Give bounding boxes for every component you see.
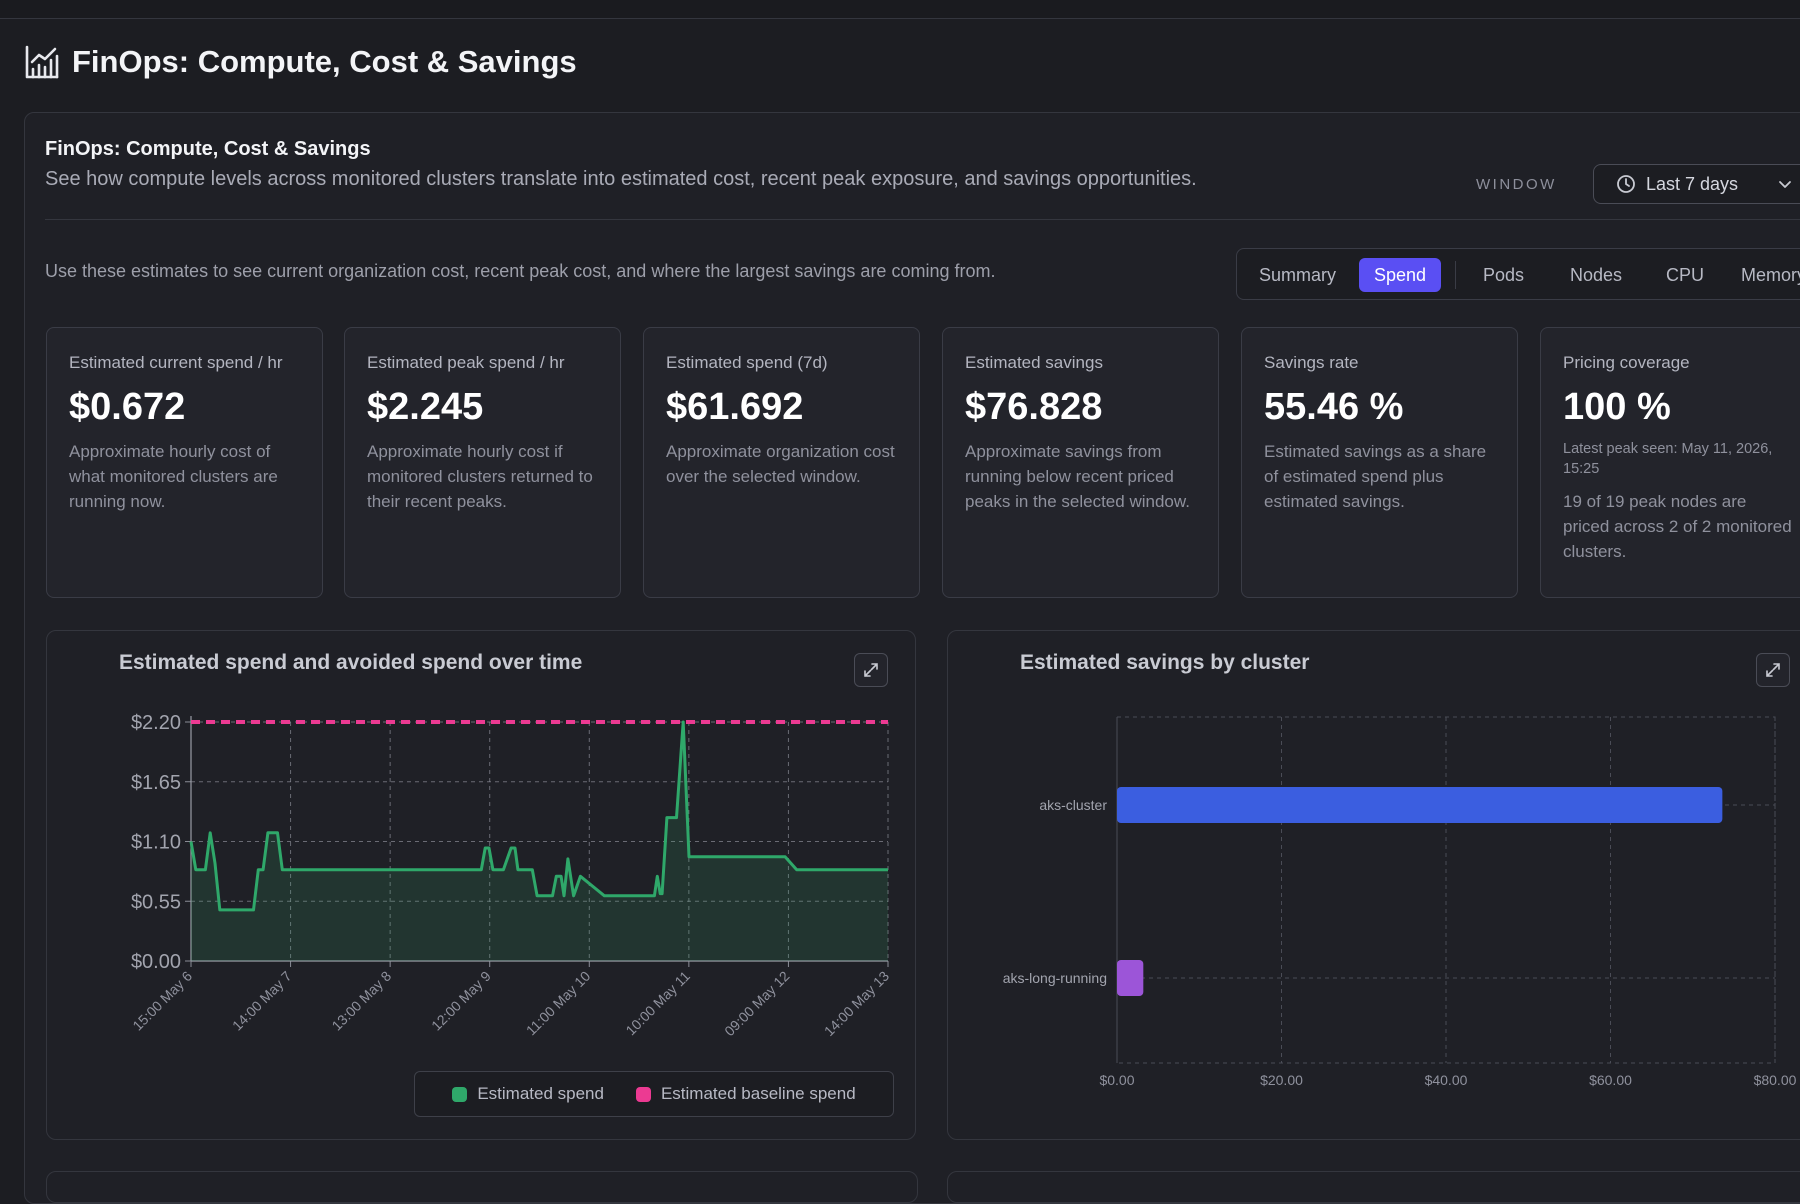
tab-memory[interactable]: Memory <box>1741 265 1800 285</box>
page-title: FinOps: Compute, Cost & Savings <box>24 44 577 80</box>
window-select-value: Last 7 days <box>1646 173 1739 194</box>
next-panel-left <box>46 1171 918 1203</box>
card-description: Approximate hourly cost of what monitore… <box>69 442 278 511</box>
tab-separator <box>1455 261 1456 289</box>
card-title: Estimated current spend / hr <box>69 353 283 372</box>
legend-item-estimated-spend[interactable]: Estimated spend <box>452 1084 604 1104</box>
card-peak-spend: Estimated peak spend / hr $2.245 Approxi… <box>344 327 621 598</box>
legend-label-baseline: Estimated baseline spend <box>660 1084 856 1103</box>
page-title-text: FinOps: Compute, Cost & Savings <box>72 44 577 79</box>
x-tick-label: 14:00 May 7 <box>229 968 295 1034</box>
x-tick-label: 13:00 May 8 <box>328 968 394 1034</box>
tab-nodes[interactable]: Nodes <box>1570 265 1623 285</box>
legend-swatch-spend <box>452 1086 468 1102</box>
card-value: 100 % <box>1563 386 1671 428</box>
savings-chart-expand-button[interactable] <box>1756 653 1790 687</box>
legend-item-baseline-spend[interactable]: Estimated baseline spend <box>635 1084 856 1104</box>
card-description: 19 of 19 peak nodes are priced across 2 … <box>1563 492 1792 561</box>
tab-spend[interactable]: Spend <box>1359 258 1442 292</box>
y-tick-label: $2.20 <box>131 712 181 734</box>
spend-chart-expand-button[interactable] <box>854 653 888 687</box>
card-value: $61.692 <box>666 386 804 428</box>
card-description: Estimated savings as a share of estimate… <box>1264 442 1487 511</box>
card-title: Estimated savings <box>965 353 1103 372</box>
card-value: $76.828 <box>965 386 1103 428</box>
clock-icon <box>1617 175 1635 193</box>
card-value: 55.46 % <box>1264 386 1404 428</box>
panel-title: FinOps: Compute, Cost & Savings <box>45 138 371 160</box>
spend-chart-title: Estimated spend and avoided spend over t… <box>119 651 583 674</box>
y-tick-label: $1.65 <box>131 772 181 794</box>
card-value: $0.672 <box>69 386 186 428</box>
card-title: Savings rate <box>1264 353 1359 372</box>
card-title: Estimated peak spend / hr <box>367 353 565 372</box>
card-savings: Estimated savings $76.828 Approximate sa… <box>942 327 1219 598</box>
card-description: Approximate organization cost over the s… <box>666 442 895 486</box>
card-pricing-coverage: Pricing coverage 100 % Latest peak seen:… <box>1540 327 1800 598</box>
card-spend-7d: Estimated spend (7d) $61.692 Approximate… <box>643 327 920 598</box>
expand-icon <box>1766 663 1780 677</box>
spend-series-line <box>189 720 888 912</box>
card-value: $2.245 <box>367 386 484 428</box>
x-tick-label: 15:00 May 6 <box>129 968 195 1034</box>
header-divider <box>45 219 1800 220</box>
chevron-down-icon <box>1779 181 1791 188</box>
expand-icon <box>864 663 878 677</box>
card-title: Estimated spend (7d) <box>666 353 828 372</box>
savings-chart-title: Estimated savings by cluster <box>1020 651 1310 674</box>
tab-pods[interactable]: Pods <box>1483 265 1525 285</box>
x-tick-label: 09:00 May 12 <box>721 968 792 1039</box>
y-tick-label: $0.55 <box>131 891 181 913</box>
bar-chart-rising-icon <box>25 45 59 79</box>
spend-hint: Use these estimates to see current organ… <box>45 261 996 281</box>
x-tick-label: 14:00 May 13 <box>821 968 892 1039</box>
card-description: Approximate savings from running below r… <box>965 442 1190 511</box>
x-tick-label: 10:00 May 11 <box>622 968 693 1039</box>
window-label: WINDOW <box>1476 176 1557 193</box>
savings-by-cluster-panel <box>947 630 1800 1140</box>
window-select[interactable]: Last 7 days <box>1593 164 1800 204</box>
legend-swatch-baseline <box>635 1086 651 1102</box>
top-bar <box>0 0 1800 19</box>
spend-area-fill <box>191 722 888 961</box>
next-panel-right <box>947 1171 1800 1203</box>
card-current-spend: Estimated current spend / hr $0.672 Appr… <box>46 327 323 598</box>
x-tick-label: 11:00 May 10 <box>523 968 594 1039</box>
panel-subtitle: See how compute levels across monitored … <box>45 168 1197 190</box>
spend-chart-legend: Estimated spend Estimated baseline spend <box>414 1071 894 1117</box>
y-tick-label: $0.00 <box>131 951 181 973</box>
tab-summary[interactable]: Summary <box>1259 265 1337 285</box>
view-tabs: Summary Spend Pods Nodes CPU Memory <box>1236 248 1800 300</box>
card-savings-rate: Savings rate 55.46 % Estimated savings a… <box>1241 327 1518 598</box>
x-tick-label: 12:00 May 9 <box>428 968 494 1034</box>
card-latest-peak: Latest peak seen: May 11, 2026, 15:25 <box>1563 441 1773 477</box>
card-description: Approximate hourly cost if monitored clu… <box>367 442 593 511</box>
legend-label-spend: Estimated spend <box>477 1084 604 1103</box>
tab-cpu[interactable]: CPU <box>1666 265 1705 285</box>
y-tick-label: $1.10 <box>131 832 181 854</box>
card-title: Pricing coverage <box>1563 353 1690 372</box>
